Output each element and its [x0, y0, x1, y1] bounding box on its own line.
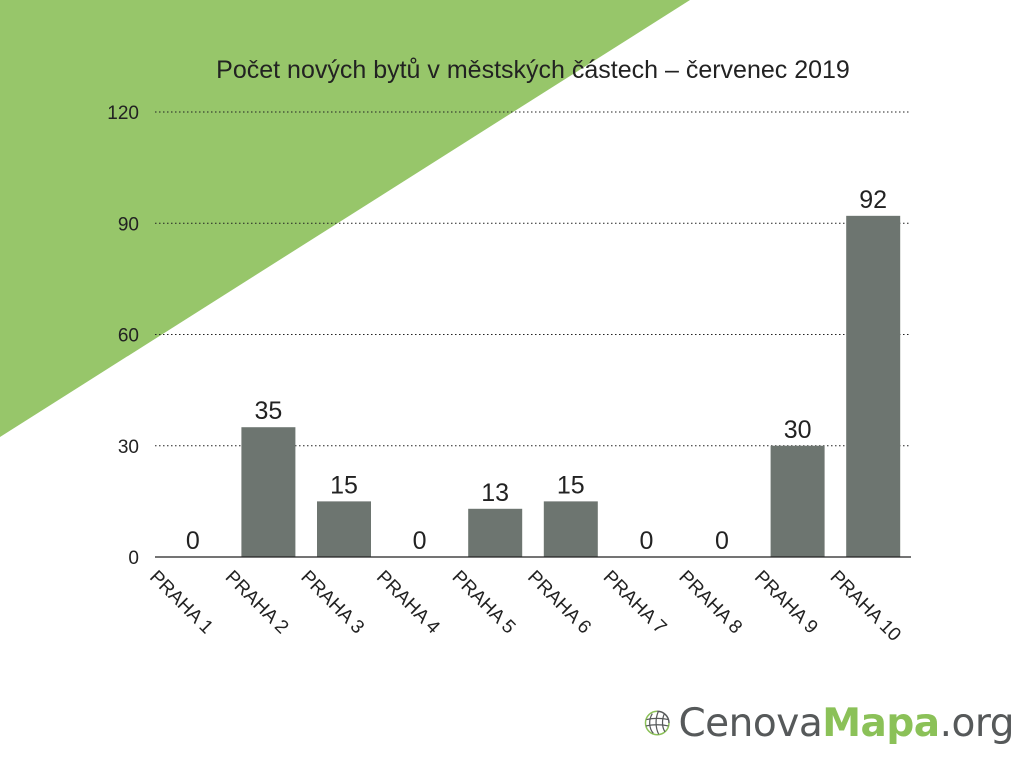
y-tick-label: 0: [128, 548, 139, 569]
bar: [241, 427, 296, 557]
x-tick-label: PRAHA 2: [221, 567, 293, 639]
bar: [543, 501, 598, 557]
logo-text-cenova: Cenova: [678, 700, 823, 746]
x-tick-label: PRAHA 8: [674, 567, 746, 639]
data-label: 0: [186, 527, 200, 555]
x-tick-label: PRAHA 5: [448, 567, 520, 639]
x-tick-label: PRAHA 7: [599, 567, 671, 639]
x-tick-label: PRAHA 10: [826, 567, 905, 646]
y-tick-label: 60: [118, 326, 139, 347]
y-tick-label: 90: [118, 214, 139, 235]
data-label: 35: [254, 397, 282, 425]
data-label: 15: [330, 471, 358, 499]
data-label: 0: [413, 527, 427, 555]
bar: [468, 508, 523, 557]
y-tick-label: 30: [118, 437, 139, 458]
x-tick-label: PRAHA 4: [372, 567, 444, 639]
bar: [846, 215, 901, 558]
x-tick-label: PRAHA 3: [296, 567, 368, 639]
x-tick-label: PRAHA 6: [523, 567, 595, 639]
chart-title: Počet nových bytů v městských částech – …: [216, 56, 850, 84]
x-tick-label: PRAHA 9: [750, 567, 822, 639]
cenovamapa-logo: CenovaMapa.org: [644, 688, 1015, 758]
bars: [241, 215, 901, 558]
data-label: 13: [481, 479, 509, 507]
y-tick-label: 120: [107, 103, 139, 124]
logo-wordmark: CenovaMapa.org: [678, 701, 1014, 746]
globe-grid-icon: [644, 710, 670, 736]
data-label: 0: [639, 527, 653, 555]
data-label: 92: [859, 186, 887, 214]
data-label: 15: [557, 471, 585, 499]
bar: [770, 445, 825, 557]
data-labels: 0 35 15 0 13 15 0 0 30 92: [186, 186, 887, 555]
data-label: 0: [715, 527, 729, 555]
y-axis-ticks: 0 30 60 90 120: [107, 103, 139, 569]
logo-text-org: .org: [939, 700, 1015, 746]
bar: [317, 501, 371, 557]
grid-lines: [155, 111, 911, 447]
x-tick-label: PRAHA 1: [145, 567, 217, 639]
logo-text-mapa: Mapa: [822, 700, 940, 746]
x-axis-category-labels: PRAHA 1 PRAHA 2 PRAHA 3 PRAHA 4 PRAHA 5 PRAHA…: [145, 567, 904, 646]
data-label: 30: [784, 416, 812, 444]
